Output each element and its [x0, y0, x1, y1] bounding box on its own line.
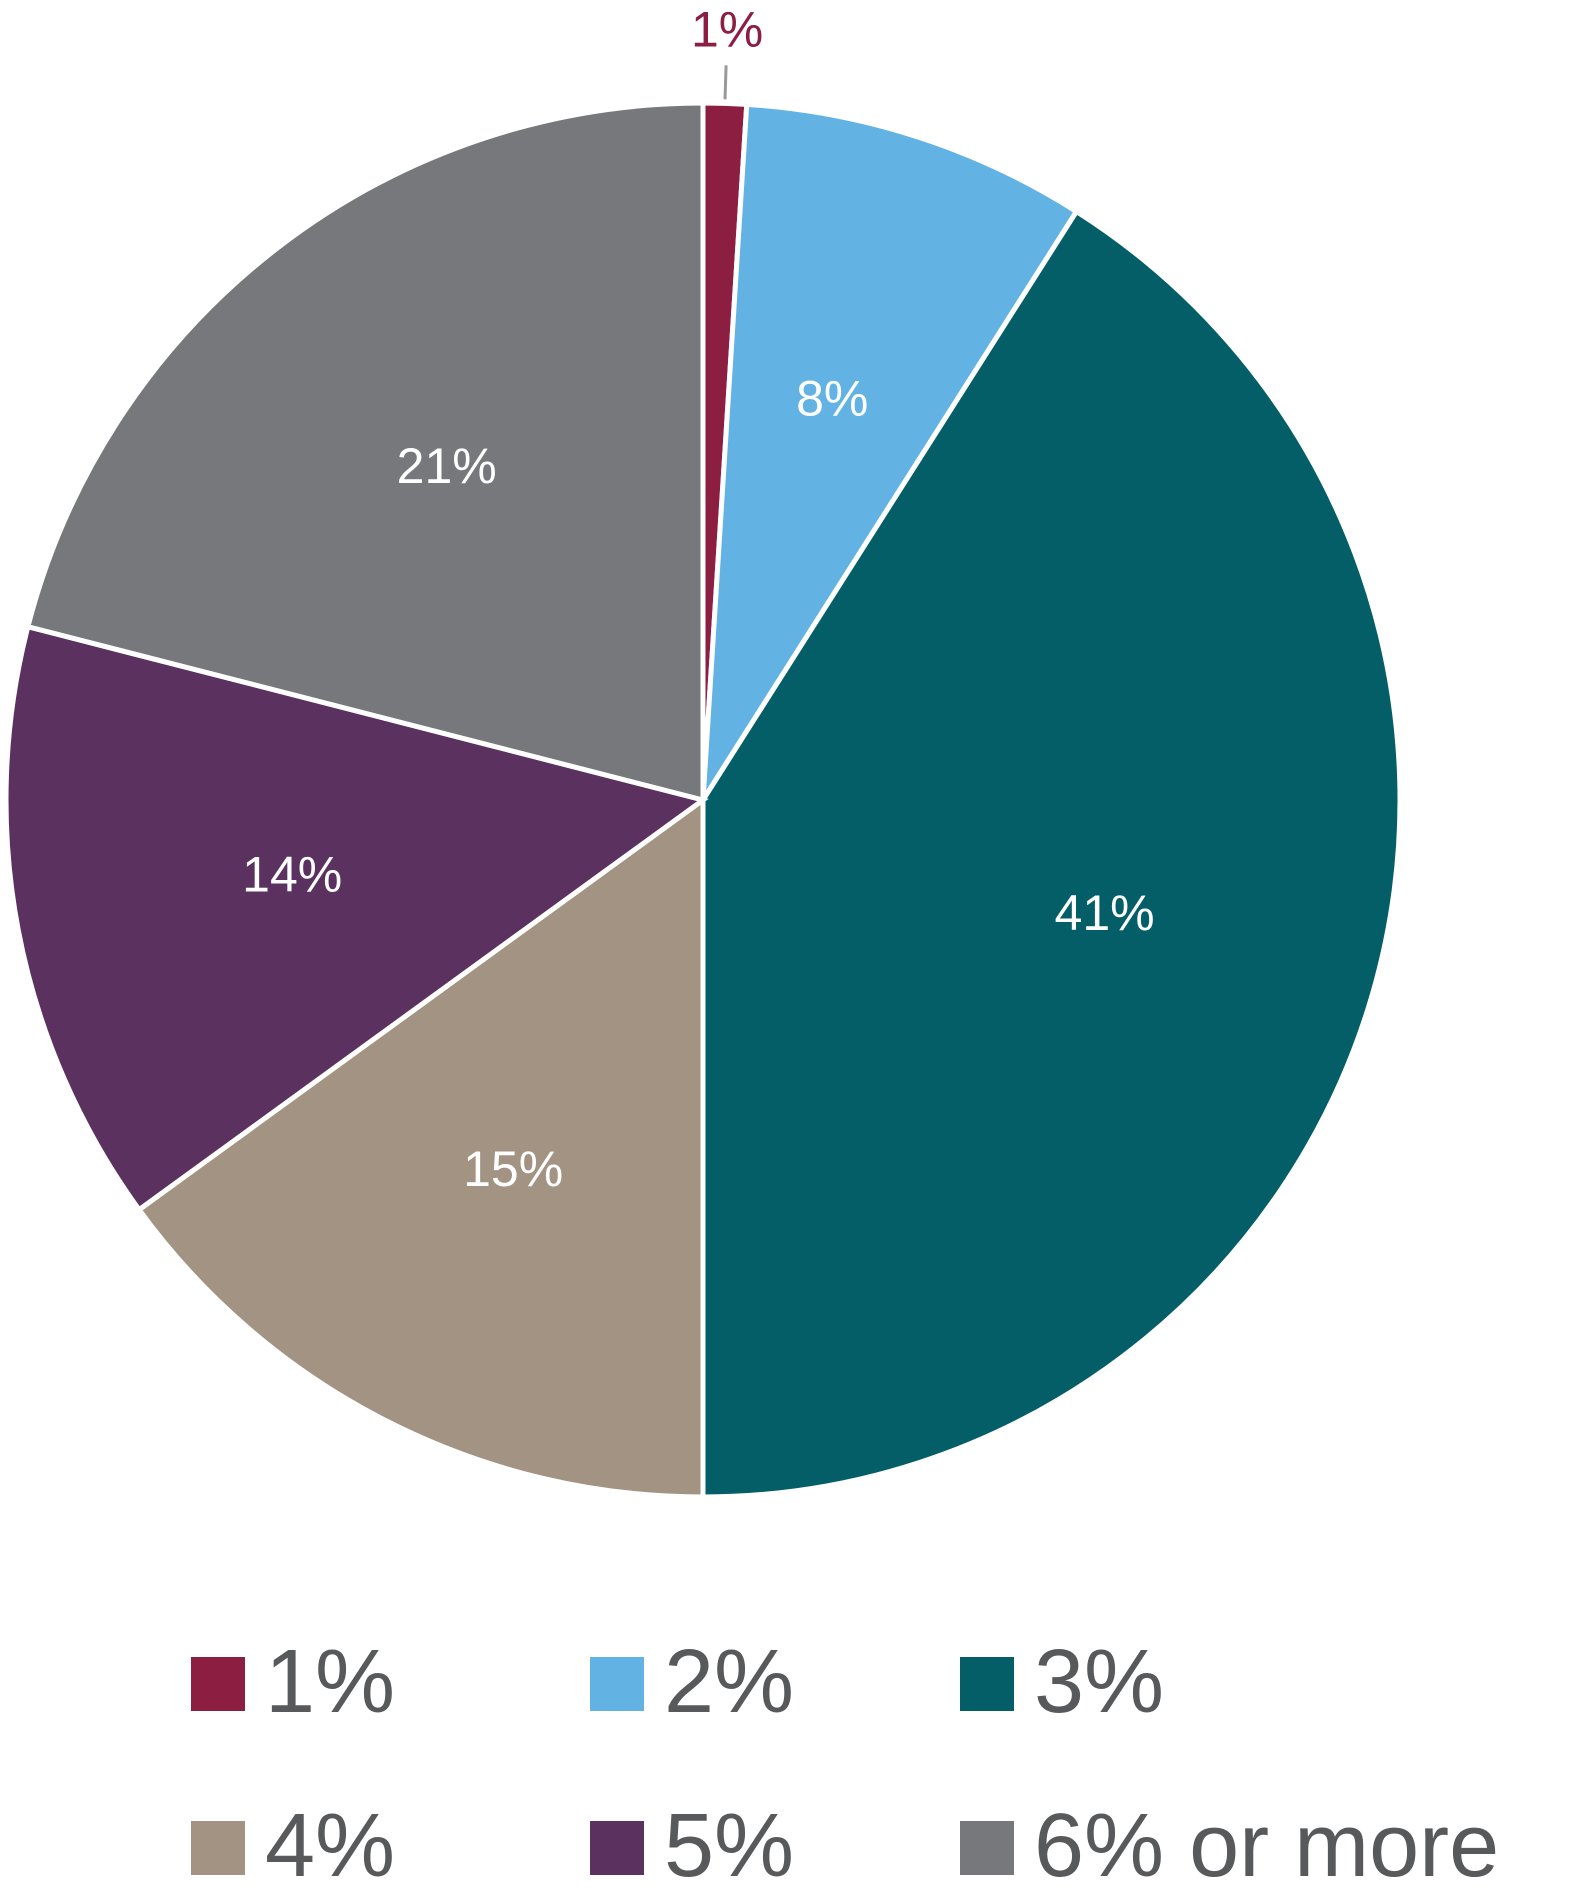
pie-slice [3, 623, 709, 1214]
legend-swatch [590, 1821, 644, 1875]
slice-label: 1% [691, 2, 763, 58]
legend-label: 1% [265, 1632, 395, 1732]
leader-line [723, 65, 728, 100]
slice-label: 41% [1055, 885, 1155, 941]
legend-swatch [960, 1821, 1014, 1875]
legend-label: 5% [664, 1796, 794, 1896]
pie-slice [700, 208, 1403, 1500]
slice-label: 15% [463, 1141, 563, 1197]
pie-slice [135, 795, 706, 1500]
legend-label: 3% [1034, 1632, 1164, 1732]
slice-label: 21% [397, 438, 497, 494]
legend-swatch [191, 1821, 245, 1875]
legend-label: 6% or more [1034, 1796, 1499, 1896]
pie-slice [24, 100, 706, 804]
legend-swatch [960, 1657, 1014, 1711]
legend-label: 2% [664, 1632, 794, 1732]
slice-label: 8% [796, 370, 868, 426]
legend-swatch [191, 1657, 245, 1711]
slice-label: 14% [242, 847, 342, 903]
pie-slice [700, 101, 1080, 802]
legend-label: 4% [265, 1796, 395, 1896]
legend-swatch [590, 1657, 644, 1711]
